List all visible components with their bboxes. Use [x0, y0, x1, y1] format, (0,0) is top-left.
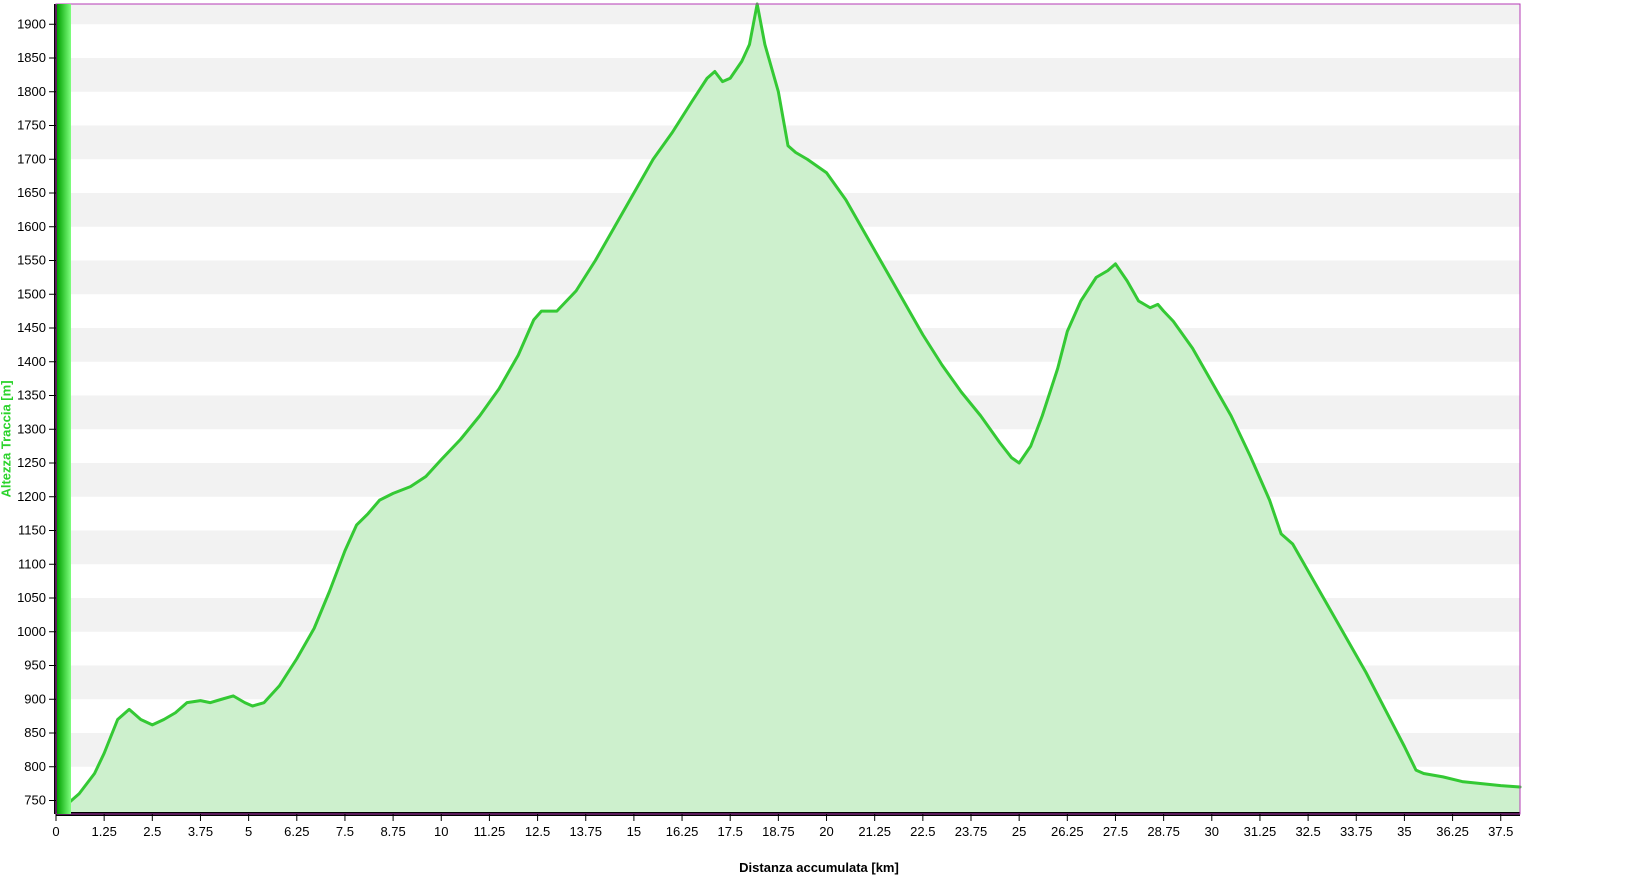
svg-text:27.5: 27.5 — [1103, 824, 1128, 839]
svg-text:26.25: 26.25 — [1051, 824, 1084, 839]
y-axis-label: Altezza Traccia [m] — [0, 380, 14, 497]
svg-text:0: 0 — [52, 824, 59, 839]
svg-text:35: 35 — [1397, 824, 1411, 839]
svg-text:18.75: 18.75 — [762, 824, 795, 839]
svg-text:30: 30 — [1205, 824, 1219, 839]
svg-text:1450: 1450 — [17, 320, 46, 335]
svg-text:17.5: 17.5 — [718, 824, 743, 839]
svg-text:16.25: 16.25 — [666, 824, 699, 839]
svg-text:15: 15 — [627, 824, 641, 839]
svg-text:22.5: 22.5 — [910, 824, 935, 839]
svg-text:25: 25 — [1012, 824, 1026, 839]
svg-text:1550: 1550 — [17, 253, 46, 268]
svg-text:1750: 1750 — [17, 118, 46, 133]
svg-text:1400: 1400 — [17, 354, 46, 369]
svg-text:8.75: 8.75 — [380, 824, 405, 839]
svg-text:1.25: 1.25 — [92, 824, 117, 839]
svg-text:36.25: 36.25 — [1436, 824, 1469, 839]
svg-text:21.25: 21.25 — [858, 824, 891, 839]
svg-text:23.75: 23.75 — [955, 824, 988, 839]
svg-text:13.75: 13.75 — [569, 824, 602, 839]
svg-text:800: 800 — [24, 759, 46, 774]
svg-text:1200: 1200 — [17, 489, 46, 504]
svg-text:1900: 1900 — [17, 16, 46, 31]
elevation-profile-chart: 0 1.25 2.5 3.75 5 6.25 7.5 8.75 10 11.25 12.5 13.75… — [0, 0, 1638, 877]
svg-text:1300: 1300 — [17, 421, 46, 436]
svg-text:7.5: 7.5 — [336, 824, 354, 839]
svg-text:950: 950 — [24, 658, 46, 673]
svg-text:12.5: 12.5 — [525, 824, 550, 839]
svg-text:2.5: 2.5 — [143, 824, 161, 839]
svg-text:1150: 1150 — [18, 523, 46, 538]
svg-text:28.75: 28.75 — [1147, 824, 1180, 839]
svg-text:1000: 1000 — [17, 624, 46, 639]
svg-text:1350: 1350 — [17, 388, 46, 403]
svg-text:1050: 1050 — [17, 590, 46, 605]
svg-text:1250: 1250 — [17, 455, 46, 470]
svg-text:6.25: 6.25 — [284, 824, 309, 839]
svg-text:1850: 1850 — [17, 50, 46, 65]
svg-text:1600: 1600 — [17, 219, 46, 234]
chart-svg: 0 1.25 2.5 3.75 5 6.25 7.5 8.75 10 11.25 12.5 13.75… — [0, 0, 1638, 877]
svg-text:20: 20 — [819, 824, 833, 839]
svg-text:1500: 1500 — [17, 286, 46, 301]
svg-text:900: 900 — [24, 691, 46, 706]
svg-text:10: 10 — [434, 824, 448, 839]
svg-text:1650: 1650 — [17, 185, 46, 200]
svg-text:850: 850 — [24, 725, 46, 740]
svg-text:1700: 1700 — [17, 151, 46, 166]
svg-text:5: 5 — [245, 824, 252, 839]
svg-text:1800: 1800 — [17, 84, 46, 99]
svg-text:33.75: 33.75 — [1340, 824, 1373, 839]
svg-text:37.5: 37.5 — [1488, 824, 1513, 839]
x-axis-label: Distanza accumulata [km] — [0, 860, 1638, 875]
svg-text:31.25: 31.25 — [1244, 824, 1277, 839]
svg-text:32.5: 32.5 — [1295, 824, 1320, 839]
svg-text:11.25: 11.25 — [474, 824, 506, 839]
svg-text:3.75: 3.75 — [188, 824, 213, 839]
svg-text:1100: 1100 — [18, 556, 46, 571]
svg-text:750: 750 — [24, 793, 46, 808]
